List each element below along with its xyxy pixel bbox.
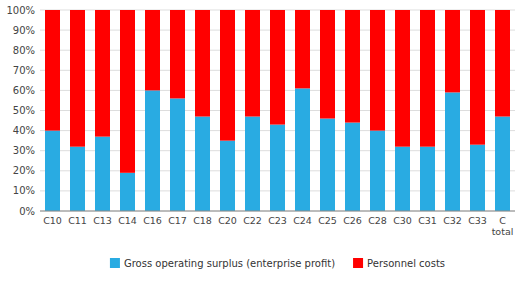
- y-tick-label: 70%: [13, 65, 35, 76]
- bar-segment: [245, 117, 260, 211]
- bar-segment: [320, 119, 335, 211]
- x-tick-label: C10: [43, 215, 62, 226]
- bar-segment: [220, 141, 235, 211]
- chart: 0% 10% 20% 30% 40% 50% 60% 70% 80% 90% 100% C10 C11 C…: [0, 0, 525, 281]
- x-tick-label: C31: [418, 215, 437, 226]
- x-tick-label: C17: [168, 215, 187, 226]
- x-tick-label: C26: [343, 215, 362, 226]
- y-tick-label: 20%: [13, 165, 35, 176]
- bar-segment: [45, 131, 60, 211]
- y-tick-label: 40%: [13, 125, 35, 136]
- bar-segment: [420, 147, 435, 211]
- x-tick-label: C32: [443, 215, 462, 226]
- bar-segment: [195, 10, 210, 117]
- bar-segment: [145, 90, 160, 211]
- legend-swatch: [353, 258, 363, 268]
- legend-swatch: [110, 258, 120, 268]
- grid: [40, 10, 515, 211]
- legend-label: Personnel costs: [367, 258, 445, 269]
- bar-segment: [470, 10, 485, 145]
- grid-line: [40, 211, 515, 212]
- y-tick-label: 100%: [6, 5, 35, 16]
- bar-segment: [370, 10, 385, 131]
- bar-segment: [120, 10, 135, 173]
- bar-segment: [495, 10, 510, 117]
- x-tick-label: C25: [318, 215, 337, 226]
- bar-segment: [420, 10, 435, 147]
- bar-segment: [395, 147, 410, 211]
- y-tick-label: 0%: [19, 206, 35, 217]
- x-tick-label: C22: [243, 215, 262, 226]
- x-tick-label: C16: [143, 215, 162, 226]
- bar-segment: [120, 173, 135, 211]
- bar-segment: [295, 88, 310, 211]
- bar-segment: [145, 10, 160, 90]
- x-tick-label: C33: [468, 215, 487, 226]
- y-tick-label: 50%: [13, 105, 35, 116]
- x-tick-label: C23: [268, 215, 287, 226]
- legend-item: Personnel costs: [353, 258, 445, 269]
- x-tick-label: C28: [368, 215, 387, 226]
- x-tick-label: C14: [118, 215, 137, 226]
- bar-segment: [345, 10, 360, 123]
- bar-segment: [220, 10, 235, 141]
- x-tick-label: C30: [393, 215, 412, 226]
- bar-segment: [445, 10, 460, 92]
- x-tick-label: C11: [68, 215, 87, 226]
- bar-segment: [270, 125, 285, 211]
- bar-segment: [245, 10, 260, 117]
- legend-item: Gross operating surplus (enterprise prof…: [110, 258, 335, 269]
- bar-segment: [170, 10, 185, 98]
- legend: Gross operating surplus (enterprise prof…: [110, 258, 445, 269]
- x-tick-label: C24: [293, 215, 312, 226]
- bar-segment: [45, 10, 60, 131]
- bar-segment: [295, 10, 310, 88]
- bar-segment: [345, 123, 360, 211]
- y-tick-label: 80%: [13, 45, 35, 56]
- bar-segment: [70, 10, 85, 147]
- x-tick-label: C18: [193, 215, 212, 226]
- bar-segment: [270, 10, 285, 125]
- y-tick-label: 10%: [13, 185, 35, 196]
- bars: [45, 10, 510, 211]
- bar-segment: [495, 117, 510, 211]
- bar-segment: [445, 92, 460, 211]
- bar-segment: [170, 98, 185, 211]
- x-axis-line: [40, 211, 515, 212]
- bar-segment: [70, 147, 85, 211]
- bar-segment: [320, 10, 335, 119]
- bar-segment: [95, 137, 110, 211]
- bar-segment: [395, 10, 410, 147]
- y-tick-label: 90%: [13, 25, 35, 36]
- y-tick-label: 30%: [13, 145, 35, 156]
- y-tick-label: 60%: [13, 85, 35, 96]
- bar-segment: [370, 131, 385, 211]
- x-tick-label: C20: [218, 215, 237, 226]
- bar-segment: [195, 117, 210, 211]
- x-tick-label: Ctotal: [492, 215, 514, 237]
- legend-label: Gross operating surplus (enterprise prof…: [124, 258, 335, 269]
- bar-segment: [470, 145, 485, 211]
- bar-segment: [95, 10, 110, 137]
- x-tick-label: C13: [93, 215, 112, 226]
